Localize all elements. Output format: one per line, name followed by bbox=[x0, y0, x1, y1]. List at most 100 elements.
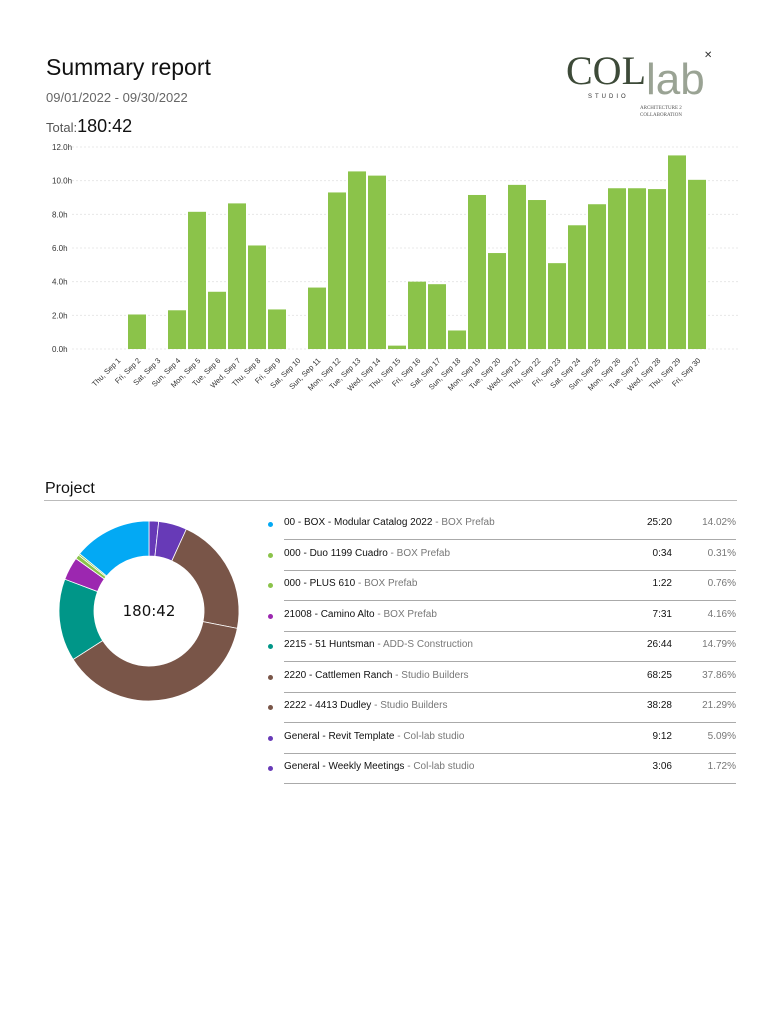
collab-studio-logo: COL lab ✕ STUDIO ARCHITECTURE 2 COLLABOR… bbox=[566, 48, 712, 118]
donut-center-label: 180:42 bbox=[123, 602, 176, 620]
bar bbox=[388, 345, 406, 349]
bar bbox=[668, 155, 686, 349]
project-time: 0:34 bbox=[652, 547, 672, 559]
legend-dot-icon bbox=[268, 522, 273, 527]
project-name: 2220 - Cattlemen Ranch bbox=[284, 669, 393, 681]
project-row: 000 - PLUS 610 - BOX Prefab 1:22 0.76% bbox=[264, 573, 736, 603]
project-name: 2222 - 4413 Dudley bbox=[284, 700, 372, 711]
page-title: Summary report bbox=[46, 54, 211, 80]
client-name: BOX Prefab bbox=[364, 578, 418, 589]
project-donut-chart: 180:42 bbox=[58, 520, 240, 702]
legend-dot-icon bbox=[268, 583, 273, 588]
legend-dot-icon bbox=[268, 735, 273, 741]
bar bbox=[268, 309, 286, 349]
project-row: 000 - Duo 1199 Cuadro - BOX Prefab 0:34 … bbox=[264, 543, 736, 573]
total-label: Total: bbox=[46, 120, 78, 135]
bar bbox=[588, 204, 606, 349]
bar bbox=[328, 192, 346, 349]
bar bbox=[428, 284, 446, 349]
y-tick-label: 12.0h bbox=[52, 143, 72, 152]
project-name-cell: General - Weekly Meetings - Col-lab stud… bbox=[284, 761, 475, 772]
project-percent: 37.86% bbox=[702, 669, 736, 681]
legend-dot-icon bbox=[268, 552, 273, 558]
row-divider bbox=[284, 539, 736, 540]
bar bbox=[528, 200, 546, 349]
client-name: BOX Prefab bbox=[383, 608, 437, 620]
client-name: Col-lab studio bbox=[413, 761, 475, 772]
row-divider bbox=[284, 752, 736, 754]
legend-dot-icon bbox=[268, 613, 273, 619]
project-row: 2222 - 4413 Dudley - Studio Builders 38:… bbox=[264, 695, 736, 725]
legend-dot-icon bbox=[268, 766, 273, 771]
project-percent: 0.31% bbox=[707, 547, 736, 559]
bar bbox=[488, 253, 506, 349]
row-divider bbox=[284, 630, 736, 632]
total-value: 180:42 bbox=[77, 116, 133, 136]
project-name: 000 - Duo 1199 Cuadro bbox=[284, 547, 388, 559]
legend-dot-icon bbox=[268, 674, 273, 680]
project-name: 00 - BOX - Modular Catalog 2022 bbox=[284, 517, 433, 528]
project-time: 9:12 bbox=[652, 730, 672, 742]
bar bbox=[468, 194, 486, 349]
y-tick-label: 0.0h bbox=[52, 345, 68, 354]
project-name: 2215 - 51 Huntsman bbox=[284, 639, 375, 650]
row-divider bbox=[284, 661, 736, 662]
y-tick-label: 6.0h bbox=[52, 244, 68, 253]
y-tick-label: 4.0h bbox=[52, 278, 68, 287]
project-row: General - Weekly Meetings - Col-lab stud… bbox=[264, 756, 736, 786]
bar bbox=[568, 225, 586, 349]
y-tick-label: 2.0h bbox=[52, 311, 68, 320]
donut-slice bbox=[79, 520, 150, 577]
date-range: 09/01/2022 - 09/30/2022 bbox=[46, 90, 188, 105]
project-name-cell: 00 - BOX - Modular Catalog 2022 - BOX Pr… bbox=[284, 517, 495, 528]
bar bbox=[128, 314, 146, 349]
project-name-cell: 2220 - Cattlemen Ranch - Studio Builders bbox=[284, 669, 469, 681]
svg-text:✕: ✕ bbox=[704, 50, 712, 61]
bar bbox=[508, 184, 526, 349]
bar bbox=[628, 188, 646, 349]
project-time: 25:20 bbox=[646, 517, 672, 528]
project-time: 68:25 bbox=[646, 669, 672, 681]
bar bbox=[688, 179, 706, 349]
project-name-cell: 21008 - Camino Alto - BOX Prefab bbox=[284, 608, 437, 620]
bar bbox=[168, 310, 186, 349]
bar bbox=[448, 330, 466, 349]
project-row: 2220 - Cattlemen Ranch - Studio Builders… bbox=[264, 665, 736, 695]
project-name: General - Weekly Meetings bbox=[284, 761, 405, 772]
project-row: 21008 - Camino Alto - BOX Prefab 7:31 4.… bbox=[264, 604, 736, 634]
client-name: ADD-S Construction bbox=[382, 639, 473, 650]
project-name: 000 - PLUS 610 bbox=[284, 578, 356, 589]
project-row: 00 - BOX - Modular Catalog 2022 - BOX Pr… bbox=[264, 512, 736, 542]
project-name: General - Revit Template bbox=[284, 730, 395, 742]
project-name-cell: 000 - Duo 1199 Cuadro - BOX Prefab bbox=[284, 547, 451, 559]
project-row: 2215 - 51 Huntsman - ADD-S Construction … bbox=[264, 634, 736, 664]
bar bbox=[208, 291, 226, 349]
project-percent: 0.76% bbox=[707, 578, 736, 589]
svg-text:lab: lab bbox=[646, 55, 705, 104]
donut-slice bbox=[171, 528, 240, 629]
total: Total:180:42 bbox=[46, 116, 132, 137]
project-name-cell: 2222 - 4413 Dudley - Studio Builders bbox=[284, 700, 448, 711]
client-name: Studio Builders bbox=[401, 669, 469, 681]
project-row: General - Revit Template - Col-lab studi… bbox=[264, 726, 736, 756]
project-percent: 4.16% bbox=[707, 608, 736, 620]
svg-text:ARCHITECTURE 2: ARCHITECTURE 2 bbox=[640, 106, 682, 111]
bar bbox=[548, 263, 566, 349]
project-time: 3:06 bbox=[652, 761, 672, 772]
project-time: 38:28 bbox=[646, 700, 672, 711]
svg-text:COL: COL bbox=[566, 48, 646, 93]
row-divider bbox=[284, 722, 736, 723]
bar bbox=[368, 175, 386, 349]
project-percent: 21.29% bbox=[702, 700, 736, 711]
project-percent: 14.79% bbox=[702, 639, 736, 650]
bar bbox=[648, 189, 666, 349]
legend-dot-icon bbox=[268, 644, 273, 649]
client-name: Studio Builders bbox=[380, 700, 448, 711]
project-time: 26:44 bbox=[646, 639, 672, 650]
row-divider bbox=[284, 691, 736, 693]
bar bbox=[228, 203, 246, 349]
row-divider bbox=[284, 783, 736, 784]
project-name-cell: General - Revit Template - Col-lab studi… bbox=[284, 730, 465, 742]
project-name-cell: 000 - PLUS 610 - BOX Prefab bbox=[284, 578, 418, 589]
